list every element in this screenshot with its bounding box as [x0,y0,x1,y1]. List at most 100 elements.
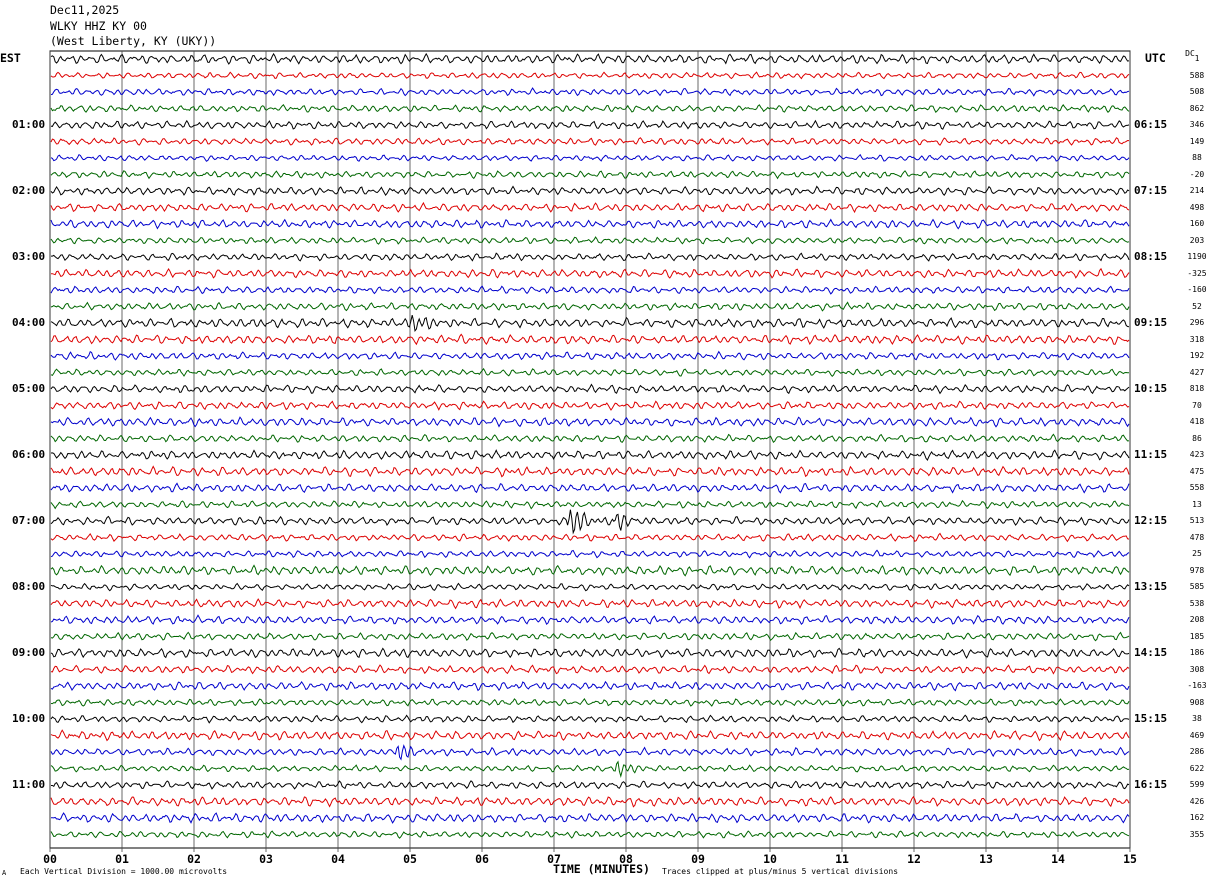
dc-offset-value: 70 [1192,400,1202,410]
trace-row-38 [50,680,1130,692]
right-timezone-label: UTC [1145,51,1166,65]
utc-hour-label: 06:15 [1134,118,1168,131]
dc-offset-value: 13 [1192,499,1202,509]
trace-row-26 [50,482,1130,494]
dc-offset-value: -20 [1189,169,1205,179]
trace-row-29 [50,532,1130,543]
dc-offset-value: 318 [1189,334,1205,344]
dc-offset-value: 1 [1194,54,1200,63]
dc-offset-value: 908 [1189,697,1205,707]
dc-offset-value: 160 [1189,219,1205,228]
trace-row-32 [50,582,1130,592]
dc-offset-value: 508 [1189,87,1205,96]
dc-offset-value: 214 [1189,186,1205,195]
trace-row-43 [50,760,1130,778]
dc-offset-value: 203 [1189,235,1205,245]
trace-row-15 [50,301,1130,312]
dc-offset-value: 346 [1189,120,1205,129]
est-hour-label: 10:00 [12,712,46,725]
trace-row-2 [50,87,1130,97]
trace-row-28 [50,509,1130,535]
x-tick-label: 14 [1051,852,1065,866]
trace-row-45 [50,795,1130,808]
utc-hour-label: 08:15 [1134,250,1168,263]
est-hour-label: 04:00 [12,316,46,329]
dc-offset-value: 86 [1192,433,1202,443]
dc-offset-value: 192 [1189,351,1205,360]
header-station: WLKY HHZ KY 00 [50,19,147,33]
clip-note: Traces clipped at plus/minus 5 vertical … [662,867,899,876]
trace-row-22 [50,416,1130,428]
trace-row-11 [50,236,1130,245]
trace-row-37 [50,664,1130,675]
utc-hour-label: 10:15 [1134,382,1168,395]
dc-offset-value: 286 [1189,747,1205,756]
dc-offset-value: 538 [1189,598,1205,608]
dc-offset-value: 622 [1189,763,1205,773]
trace-row-14 [50,285,1130,295]
trace-row-36 [50,647,1130,659]
trace-row-8 [50,185,1130,197]
x-tick-label: 15 [1123,852,1137,866]
trace-row-21 [50,400,1130,411]
trace-row-44 [51,780,1130,790]
dc-offset-value: 186 [1189,648,1205,657]
x-tick-label: 07 [547,852,561,866]
dc-offset-value: 599 [1189,780,1205,789]
dc-offset-value: 88 [1192,153,1202,162]
trace-row-34 [50,614,1130,626]
est-hour-label: 11:00 [12,778,46,791]
trace-row-24 [50,449,1130,461]
dc-offset-value: 185 [1189,631,1205,641]
trace-row-1 [50,71,1130,80]
trace-row-23 [50,433,1130,443]
dc-offset-value: 498 [1189,202,1205,212]
trace-row-9 [50,201,1130,214]
dc-offset-header: DC [1185,49,1195,58]
trace-row-18 [50,350,1130,361]
trace-row-25 [50,465,1130,478]
trace-row-16 [50,314,1130,333]
dc-offset-value: 355 [1189,829,1205,839]
trace-row-35 [50,631,1130,642]
dc-offset-value: 52 [1192,301,1202,311]
dc-offset-value: 208 [1189,615,1205,624]
x-tick-label: 10 [763,852,777,866]
utc-hour-label: 09:15 [1134,316,1168,329]
dc-offset-value: 308 [1189,664,1205,674]
dc-offset-value: 585 [1189,582,1205,591]
chart-frame [49,50,1131,849]
utc-hour-label: 11:15 [1134,448,1168,461]
est-hour-label: 07:00 [12,514,46,527]
trace-row-12 [51,252,1130,262]
trace-row-10 [50,218,1130,230]
x-tick-label: 09 [691,852,705,866]
dc-offset-value: -325 [1187,268,1207,278]
trace-row-46 [50,812,1130,824]
dc-offset-value: 475 [1189,466,1205,476]
x-tick-label: 05 [403,852,417,866]
trace-row-4 [50,119,1130,130]
trace-row-5 [50,137,1130,146]
trace-row-31 [50,564,1130,577]
est-hour-label: 05:00 [12,382,46,395]
dc-offset-value: 427 [1189,367,1205,377]
trace-row-7 [50,170,1130,180]
x-tick-label: 00 [43,852,57,866]
dc-offset-value: 426 [1189,796,1205,806]
x-tick-label: 06 [475,852,489,866]
trace-row-6 [50,153,1130,162]
x-tick-label: 11 [835,852,849,866]
trace-row-40 [50,714,1130,724]
header-location: (West Liberty, KY (UKY)) [50,34,217,48]
dc-offset-value: 469 [1189,730,1205,740]
est-hour-label: 06:00 [12,448,46,461]
utc-hour-label: 15:15 [1134,712,1168,725]
trace-row-39 [50,698,1130,707]
trace-row-42 [50,744,1130,761]
dc-offset-value: 423 [1189,450,1205,459]
header-date: Dec11,2025 [50,3,120,17]
dc-offset-value: 558 [1189,483,1205,492]
dc-offset-value: 25 [1192,549,1202,558]
